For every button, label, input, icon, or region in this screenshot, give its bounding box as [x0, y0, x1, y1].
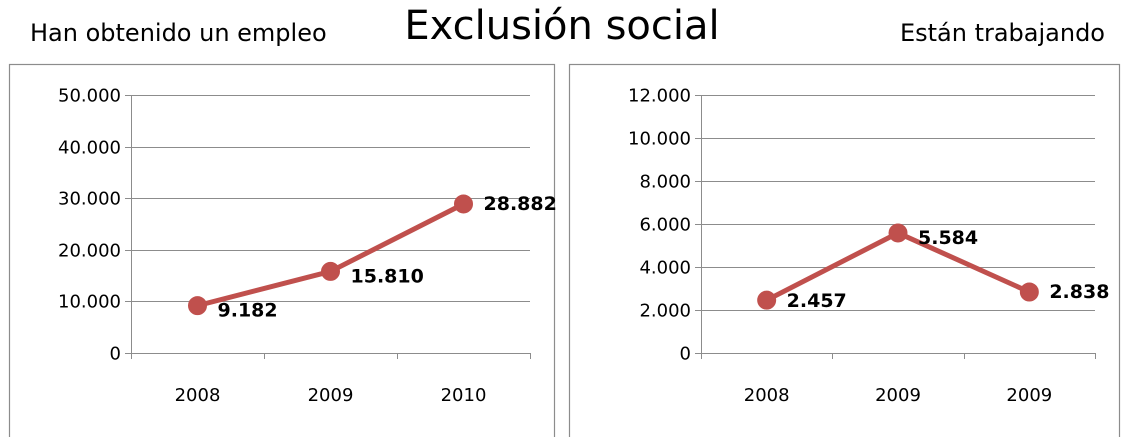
x-tick-label: 2009 [875, 385, 921, 406]
x-tick-label: 2008 [744, 385, 790, 406]
data-point [454, 194, 473, 214]
data-label: 5.584 [918, 227, 978, 249]
y-tick-label: 0 [110, 344, 121, 365]
y-tick-label: 4.000 [639, 258, 691, 279]
data-point [757, 290, 777, 310]
x-tick-label: 2010 [441, 385, 487, 406]
y-tick-label: 30.000 [58, 189, 121, 210]
y-tick-label: 0 [680, 344, 691, 365]
data-label: 9.182 [218, 300, 278, 322]
chart-trabajando: 0 2.000 4.000 6.000 8.000 10.000 12.000 2008 200… [568, 63, 1121, 437]
x-tick-label: 2008 [175, 385, 221, 406]
chart-frame [8, 63, 556, 437]
x-tick-label: 2009 [1006, 385, 1052, 406]
y-tick-label: 10.000 [628, 129, 691, 150]
data-point [888, 223, 908, 243]
y-tick-label: 40.000 [58, 138, 121, 159]
data-point [1019, 282, 1039, 302]
chart-title-right: Están trabajando [899, 19, 1105, 47]
data-label: 28.882 [484, 193, 557, 215]
y-tick-label: 50.000 [58, 86, 121, 107]
y-tick-label: 8.000 [639, 172, 691, 193]
x-tick-label: 2009 [308, 385, 354, 406]
y-tick-label: 2.000 [639, 301, 691, 322]
y-tick-label: 10.000 [58, 292, 121, 313]
data-point [188, 296, 207, 316]
y-tick-label: 6.000 [639, 215, 691, 236]
data-label: 2.838 [1049, 281, 1109, 303]
data-label: 2.457 [787, 290, 847, 312]
data-label: 15.810 [351, 265, 424, 287]
main-title: Exclusión social [404, 3, 720, 49]
series-line [195, 201, 466, 309]
chart-title-left: Han obtenido un empleo [30, 19, 327, 47]
y-tick-label: 20.000 [58, 241, 121, 262]
chart-frame [568, 63, 1121, 437]
chart-empleo: 0 10.000 20.000 30.000 40.000 50.000 2008 2009 2… [8, 63, 557, 437]
data-point [321, 261, 340, 281]
y-tick-label: 12.000 [628, 86, 691, 107]
